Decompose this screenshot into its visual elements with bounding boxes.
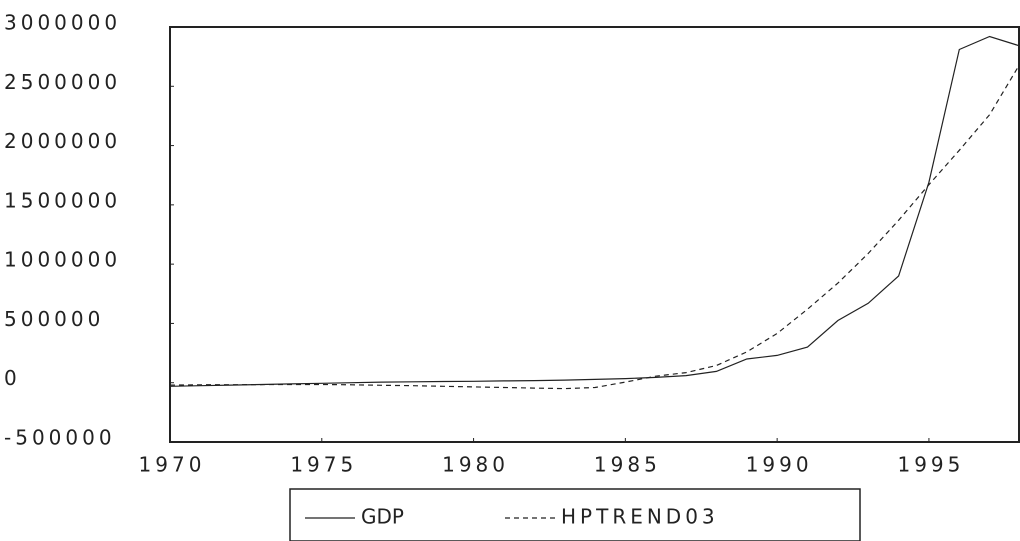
legend-label: GDP xyxy=(361,505,404,529)
series-line xyxy=(169,35,1020,387)
y-tick-label: 2000000 xyxy=(4,129,121,153)
y-tick-label: 2500000 xyxy=(4,70,121,94)
y-tick-label: -500000 xyxy=(4,426,116,450)
y-tick-label: 500000 xyxy=(4,307,104,331)
y-tick-label: 0 xyxy=(4,366,21,390)
x-tick-label: 1995 xyxy=(897,453,964,477)
x-tick-label: 1970 xyxy=(139,453,206,477)
legend-box xyxy=(289,488,861,541)
series-line xyxy=(169,63,1020,390)
y-tick-label: 3000000 xyxy=(4,11,121,35)
plot-frame xyxy=(169,26,1020,443)
y-tick-label: 1000000 xyxy=(4,248,121,272)
x-tick-label: 1985 xyxy=(594,453,661,477)
x-tick-label: 1975 xyxy=(290,453,357,477)
legend-label: HPTREND03 xyxy=(561,505,719,529)
x-tick-label: 1980 xyxy=(442,453,509,477)
x-tick-label: 1990 xyxy=(746,453,813,477)
y-tick-label: 1500000 xyxy=(4,188,121,212)
